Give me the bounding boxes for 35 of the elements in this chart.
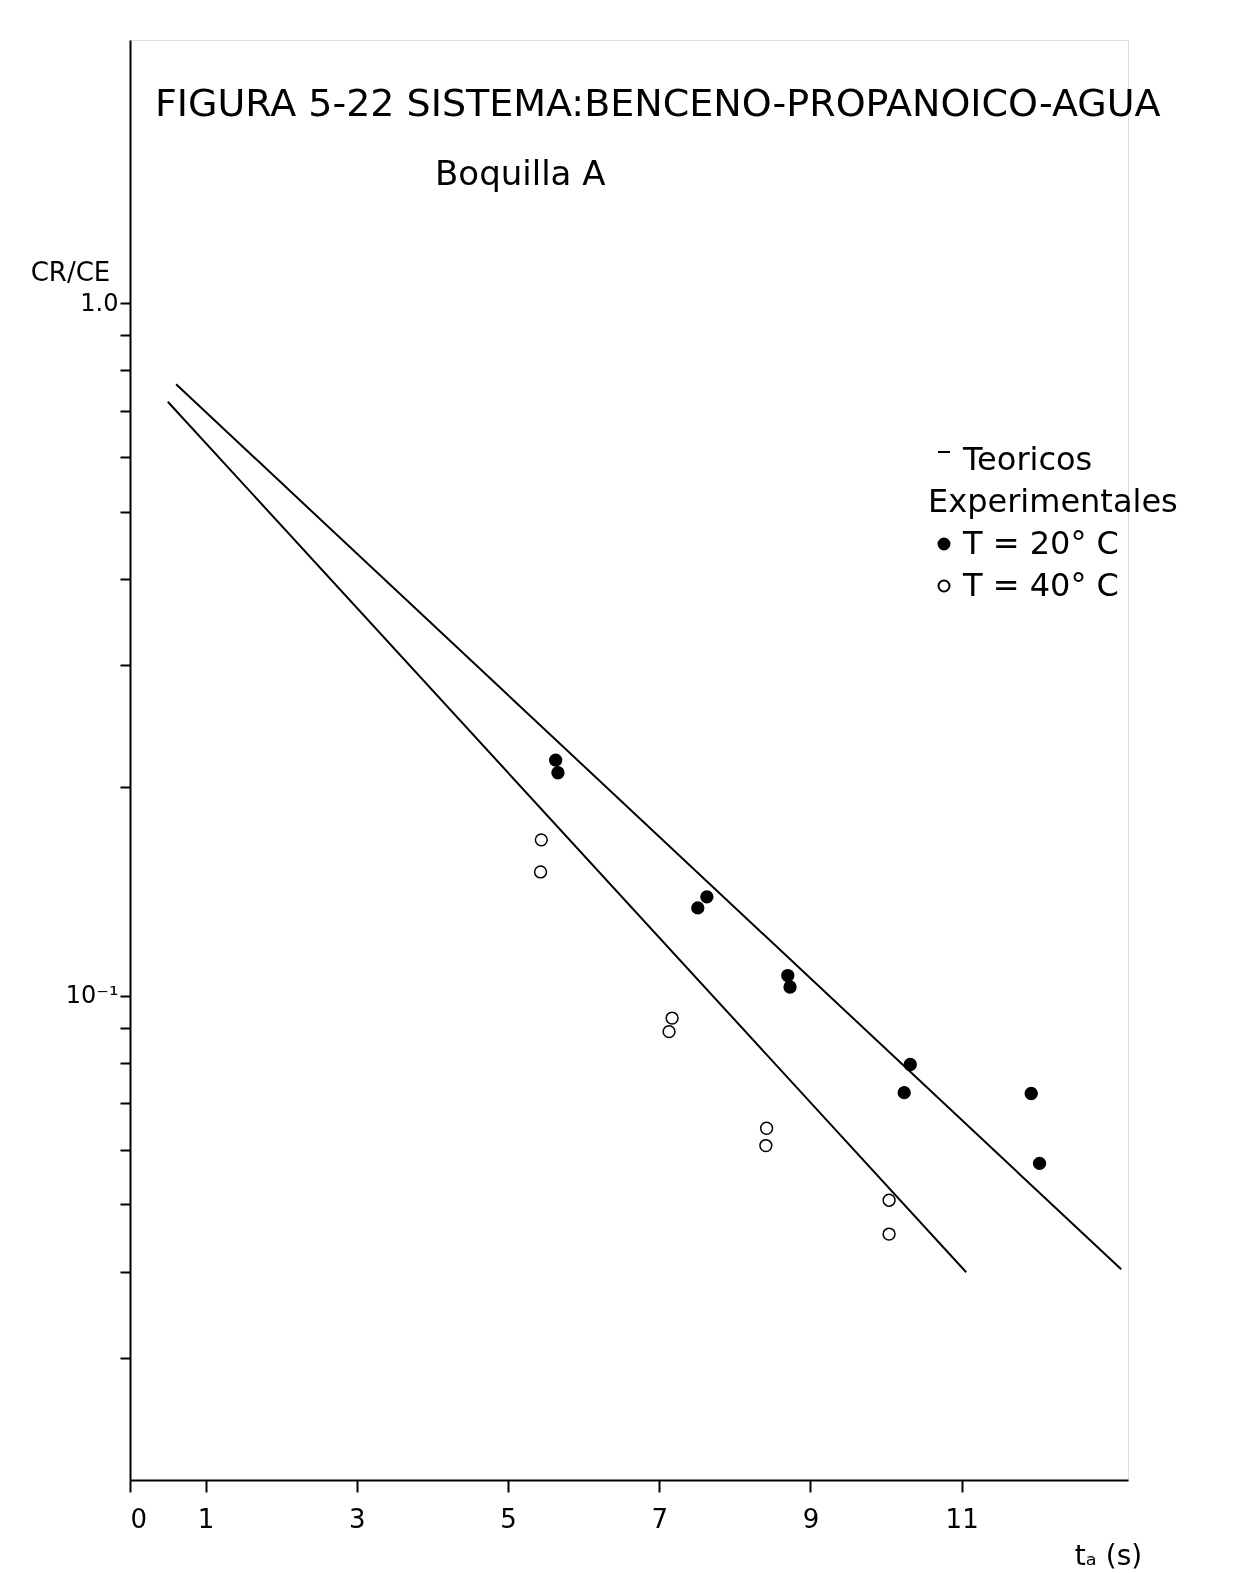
y-tick-label: 1.0 (80, 288, 119, 317)
text: FIGURA 5-22 SISTEMA:BENCENO-PROPANOICO-AGUA (155, 81, 1161, 125)
point (551, 766, 565, 780)
text: Boquilla A (435, 153, 606, 193)
x-tick-label: 9 (802, 1503, 820, 1534)
legend-label: T = 20° C (962, 524, 1119, 562)
x-axis-title: tₐ (s) (1074, 1538, 1143, 1572)
x-tick-label: 0 (130, 1503, 148, 1534)
point (783, 980, 797, 994)
point (759, 1138, 773, 1153)
point (882, 1227, 896, 1241)
y-tick-label: 10⁻¹ (65, 981, 119, 1010)
y-axis-title: CR/CE (30, 256, 111, 287)
point (882, 1193, 896, 1207)
x-tick-label: 7 (651, 1503, 669, 1534)
point (700, 890, 714, 904)
legend-label: T = 40° C (962, 566, 1119, 604)
x-tick-label: 11 (945, 1503, 979, 1534)
point (897, 1085, 911, 1100)
point (534, 833, 548, 847)
legend-title: Experimentales (928, 482, 1178, 520)
point (781, 968, 795, 983)
point (1032, 1156, 1047, 1171)
x-tick-label: 5 (500, 1503, 517, 1534)
legend-label: Teoricos (962, 440, 1093, 478)
point (759, 1121, 774, 1135)
point (665, 1011, 679, 1025)
x-tick-label: 1 (197, 1503, 215, 1534)
x-tick-label: 3 (349, 1503, 366, 1534)
point (903, 1057, 917, 1072)
point (549, 753, 563, 767)
point (1024, 1086, 1038, 1101)
point (533, 865, 548, 879)
point (691, 901, 705, 915)
point (662, 1024, 676, 1039)
